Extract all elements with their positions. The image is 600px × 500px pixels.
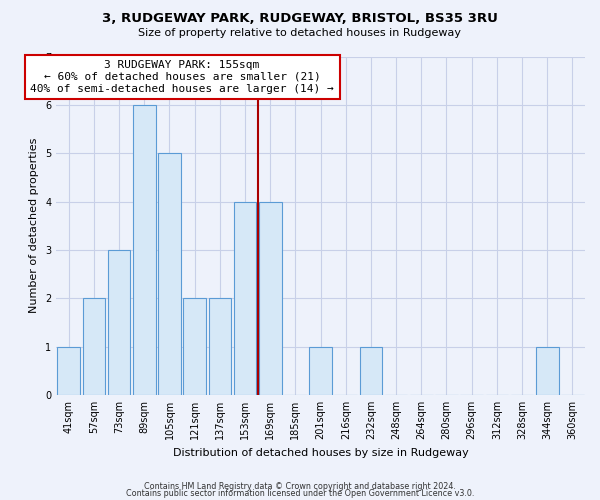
Text: 3, RUDGEWAY PARK, RUDGEWAY, BRISTOL, BS35 3RU: 3, RUDGEWAY PARK, RUDGEWAY, BRISTOL, BS3… [102, 12, 498, 26]
Bar [209, 298, 231, 395]
Bar [536, 346, 559, 395]
Text: Contains public sector information licensed under the Open Government Licence v3: Contains public sector information licen… [126, 488, 474, 498]
Bar [108, 250, 130, 395]
Bar [184, 298, 206, 395]
Text: Size of property relative to detached houses in Rudgeway: Size of property relative to detached ho… [139, 28, 461, 38]
Bar [158, 153, 181, 395]
X-axis label: Distribution of detached houses by size in Rudgeway: Distribution of detached houses by size … [173, 448, 469, 458]
Bar [359, 346, 382, 395]
Text: Contains HM Land Registry data © Crown copyright and database right 2024.: Contains HM Land Registry data © Crown c… [144, 482, 456, 491]
Bar [259, 202, 281, 395]
Bar [133, 105, 155, 395]
Bar [83, 298, 105, 395]
Y-axis label: Number of detached properties: Number of detached properties [29, 138, 40, 314]
Bar [309, 346, 332, 395]
Bar [58, 346, 80, 395]
Bar [233, 202, 256, 395]
Text: 3 RUDGEWAY PARK: 155sqm
← 60% of detached houses are smaller (21)
40% of semi-de: 3 RUDGEWAY PARK: 155sqm ← 60% of detache… [30, 60, 334, 94]
